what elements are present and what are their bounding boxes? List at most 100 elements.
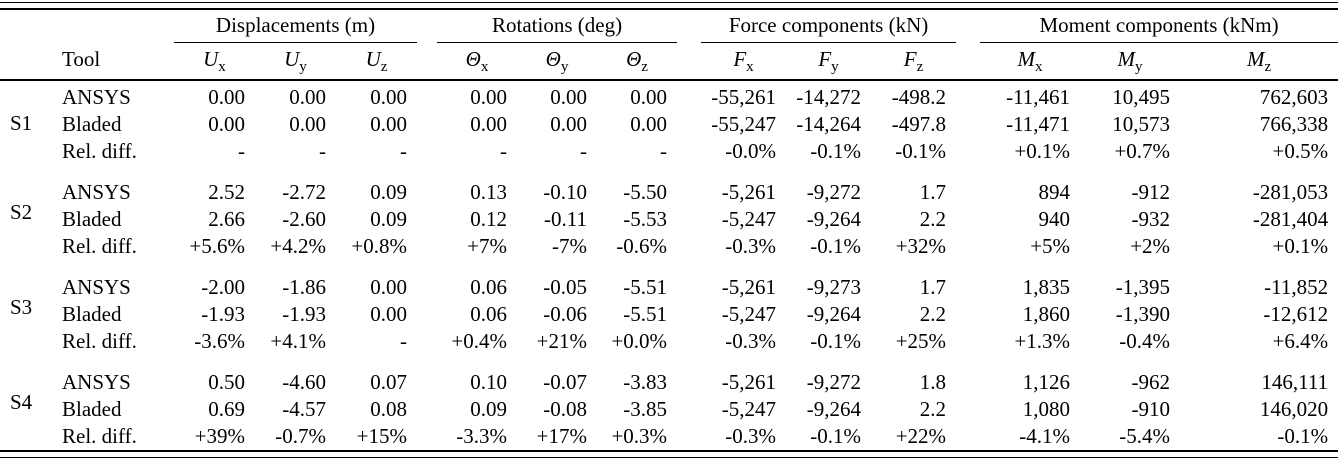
- table-row: Rel. diff. -3.6% +4.1% - +0.4% +21% +0.0% -0.3%…: [0, 328, 1338, 355]
- value-cell: -0.1%: [1277, 424, 1329, 448]
- value-cell: 762,603: [1259, 85, 1329, 109]
- corner-blank: [0, 10, 174, 43]
- column-spacer: [956, 165, 980, 206]
- group-header-rotations: Rotations (deg): [437, 10, 678, 43]
- value-cell: +5%: [1030, 234, 1071, 258]
- tool-cell: ANSYS: [62, 180, 131, 204]
- column-spacer: [417, 42, 438, 81]
- value-cell: -: [580, 139, 588, 163]
- row-group-label-s1: S1: [10, 110, 33, 135]
- value-cell: -4.1%: [1019, 424, 1071, 448]
- column-spacer: [677, 111, 701, 138]
- tool-cell: Rel. diff.: [62, 329, 137, 353]
- subscript-z: z: [380, 59, 388, 76]
- col-header-fx: Fx: [701, 42, 787, 81]
- value-cell: 894: [1038, 180, 1071, 204]
- value-cell: 2.52: [208, 180, 245, 204]
- value-cell: -912: [1131, 180, 1171, 204]
- value-cell: 0.00: [208, 85, 245, 109]
- value-cell: -910: [1131, 397, 1171, 421]
- column-spacer: [417, 260, 437, 301]
- value-cell: 0.00: [370, 275, 408, 299]
- column-spacer: [956, 260, 980, 301]
- value-cell: 0.00: [289, 112, 326, 136]
- column-spacer: [956, 396, 980, 423]
- tool-cell: Bladed: [62, 207, 122, 231]
- value-cell: -281,404: [1252, 207, 1329, 231]
- table-row: Rel. diff. - - - - - - -0.0% -0.1% -0.1% +0.1% +0.7…: [0, 138, 1338, 165]
- value-cell: +39%: [194, 424, 245, 448]
- value-cell: 0.00: [370, 302, 408, 326]
- value-cell: 1.7: [919, 180, 947, 204]
- value-cell: -0.06: [543, 302, 588, 326]
- value-cell: 1.8: [919, 370, 947, 394]
- value-cell: 0.69: [208, 397, 245, 421]
- value-cell: +0.0%: [611, 329, 668, 353]
- column-spacer: [158, 423, 174, 450]
- tool-cell: ANSYS: [62, 85, 131, 109]
- symbol-m: M: [1246, 47, 1265, 71]
- value-cell: -11,471: [1006, 112, 1071, 136]
- value-cell: -5.51: [623, 302, 668, 326]
- column-spacer: [417, 206, 437, 233]
- column-spacer: [158, 328, 174, 355]
- value-cell: 2.2: [919, 302, 947, 326]
- subscript-x: x: [480, 59, 489, 76]
- column-spacer: [956, 328, 980, 355]
- value-cell: 0.06: [470, 275, 508, 299]
- value-cell: 1,126: [1022, 370, 1071, 394]
- value-cell: -5,247: [721, 302, 777, 326]
- col-header-fz: Fz: [871, 42, 957, 81]
- value-cell: 1,835: [1022, 275, 1071, 299]
- subscript-x: x: [218, 59, 226, 76]
- column-spacer: [158, 206, 174, 233]
- value-cell: -281,053: [1252, 180, 1329, 204]
- value-cell: -497.8: [891, 112, 947, 136]
- value-cell: -5.4%: [1119, 424, 1171, 448]
- column-spacer: [417, 165, 437, 206]
- value-cell: -7%: [552, 234, 588, 258]
- col-header-mx: Mx: [980, 42, 1081, 81]
- value-cell: -55,261: [711, 85, 777, 109]
- column-spacer: [677, 328, 701, 355]
- value-cell: -4.60: [282, 370, 326, 394]
- value-cell: 1.7: [919, 275, 947, 299]
- table-row: Bladed 0.00 0.00 0.00 0.00 0.00 0.00 -55,247 -14…: [0, 111, 1338, 138]
- value-cell: -0.1%: [810, 139, 862, 163]
- value-cell: 0.09: [470, 397, 508, 421]
- table-row: Rel. diff. +39% -0.7% +15% -3.3% +17% +0.3% -0.…: [0, 423, 1338, 450]
- column-spacer: [417, 111, 437, 138]
- column-spacer: [956, 301, 980, 328]
- column-spacer: [956, 233, 980, 260]
- symbol-theta: Θ: [545, 47, 561, 71]
- value-cell: -: [500, 139, 508, 163]
- value-cell: -2.60: [282, 207, 326, 231]
- value-cell: -0.11: [544, 207, 588, 231]
- symbol-u: U: [203, 47, 219, 71]
- table-top-rule: [0, 2, 1338, 10]
- col-header-ux: Ux: [174, 42, 255, 81]
- value-cell: +15%: [356, 424, 408, 448]
- value-cell: -9,264: [806, 397, 862, 421]
- col-header-mz: Mz: [1180, 42, 1338, 81]
- value-cell: 146,020: [1259, 397, 1329, 421]
- value-cell: -12,612: [1263, 302, 1329, 326]
- column-spacer: [158, 42, 174, 81]
- value-cell: -5.51: [623, 275, 668, 299]
- col-header-tool: Tool: [46, 42, 158, 81]
- column-spacer: [158, 138, 174, 165]
- symbol-theta: Θ: [465, 47, 481, 71]
- group-header-forces: Force components (kN): [701, 10, 957, 43]
- value-cell: 0.00: [208, 112, 245, 136]
- group-header-displacements: Displacements (m): [174, 10, 418, 43]
- symbol-f: F: [818, 47, 832, 71]
- value-cell: -0.0%: [725, 139, 777, 163]
- value-cell: -5,261: [721, 370, 777, 394]
- value-cell: 2.66: [208, 207, 245, 231]
- value-cell: -14,264: [796, 112, 862, 136]
- value-cell: +17%: [536, 424, 588, 448]
- value-cell: -: [238, 139, 245, 163]
- column-spacer: [677, 301, 701, 328]
- value-cell: -3.3%: [456, 424, 508, 448]
- value-cell: 0.00: [630, 85, 668, 109]
